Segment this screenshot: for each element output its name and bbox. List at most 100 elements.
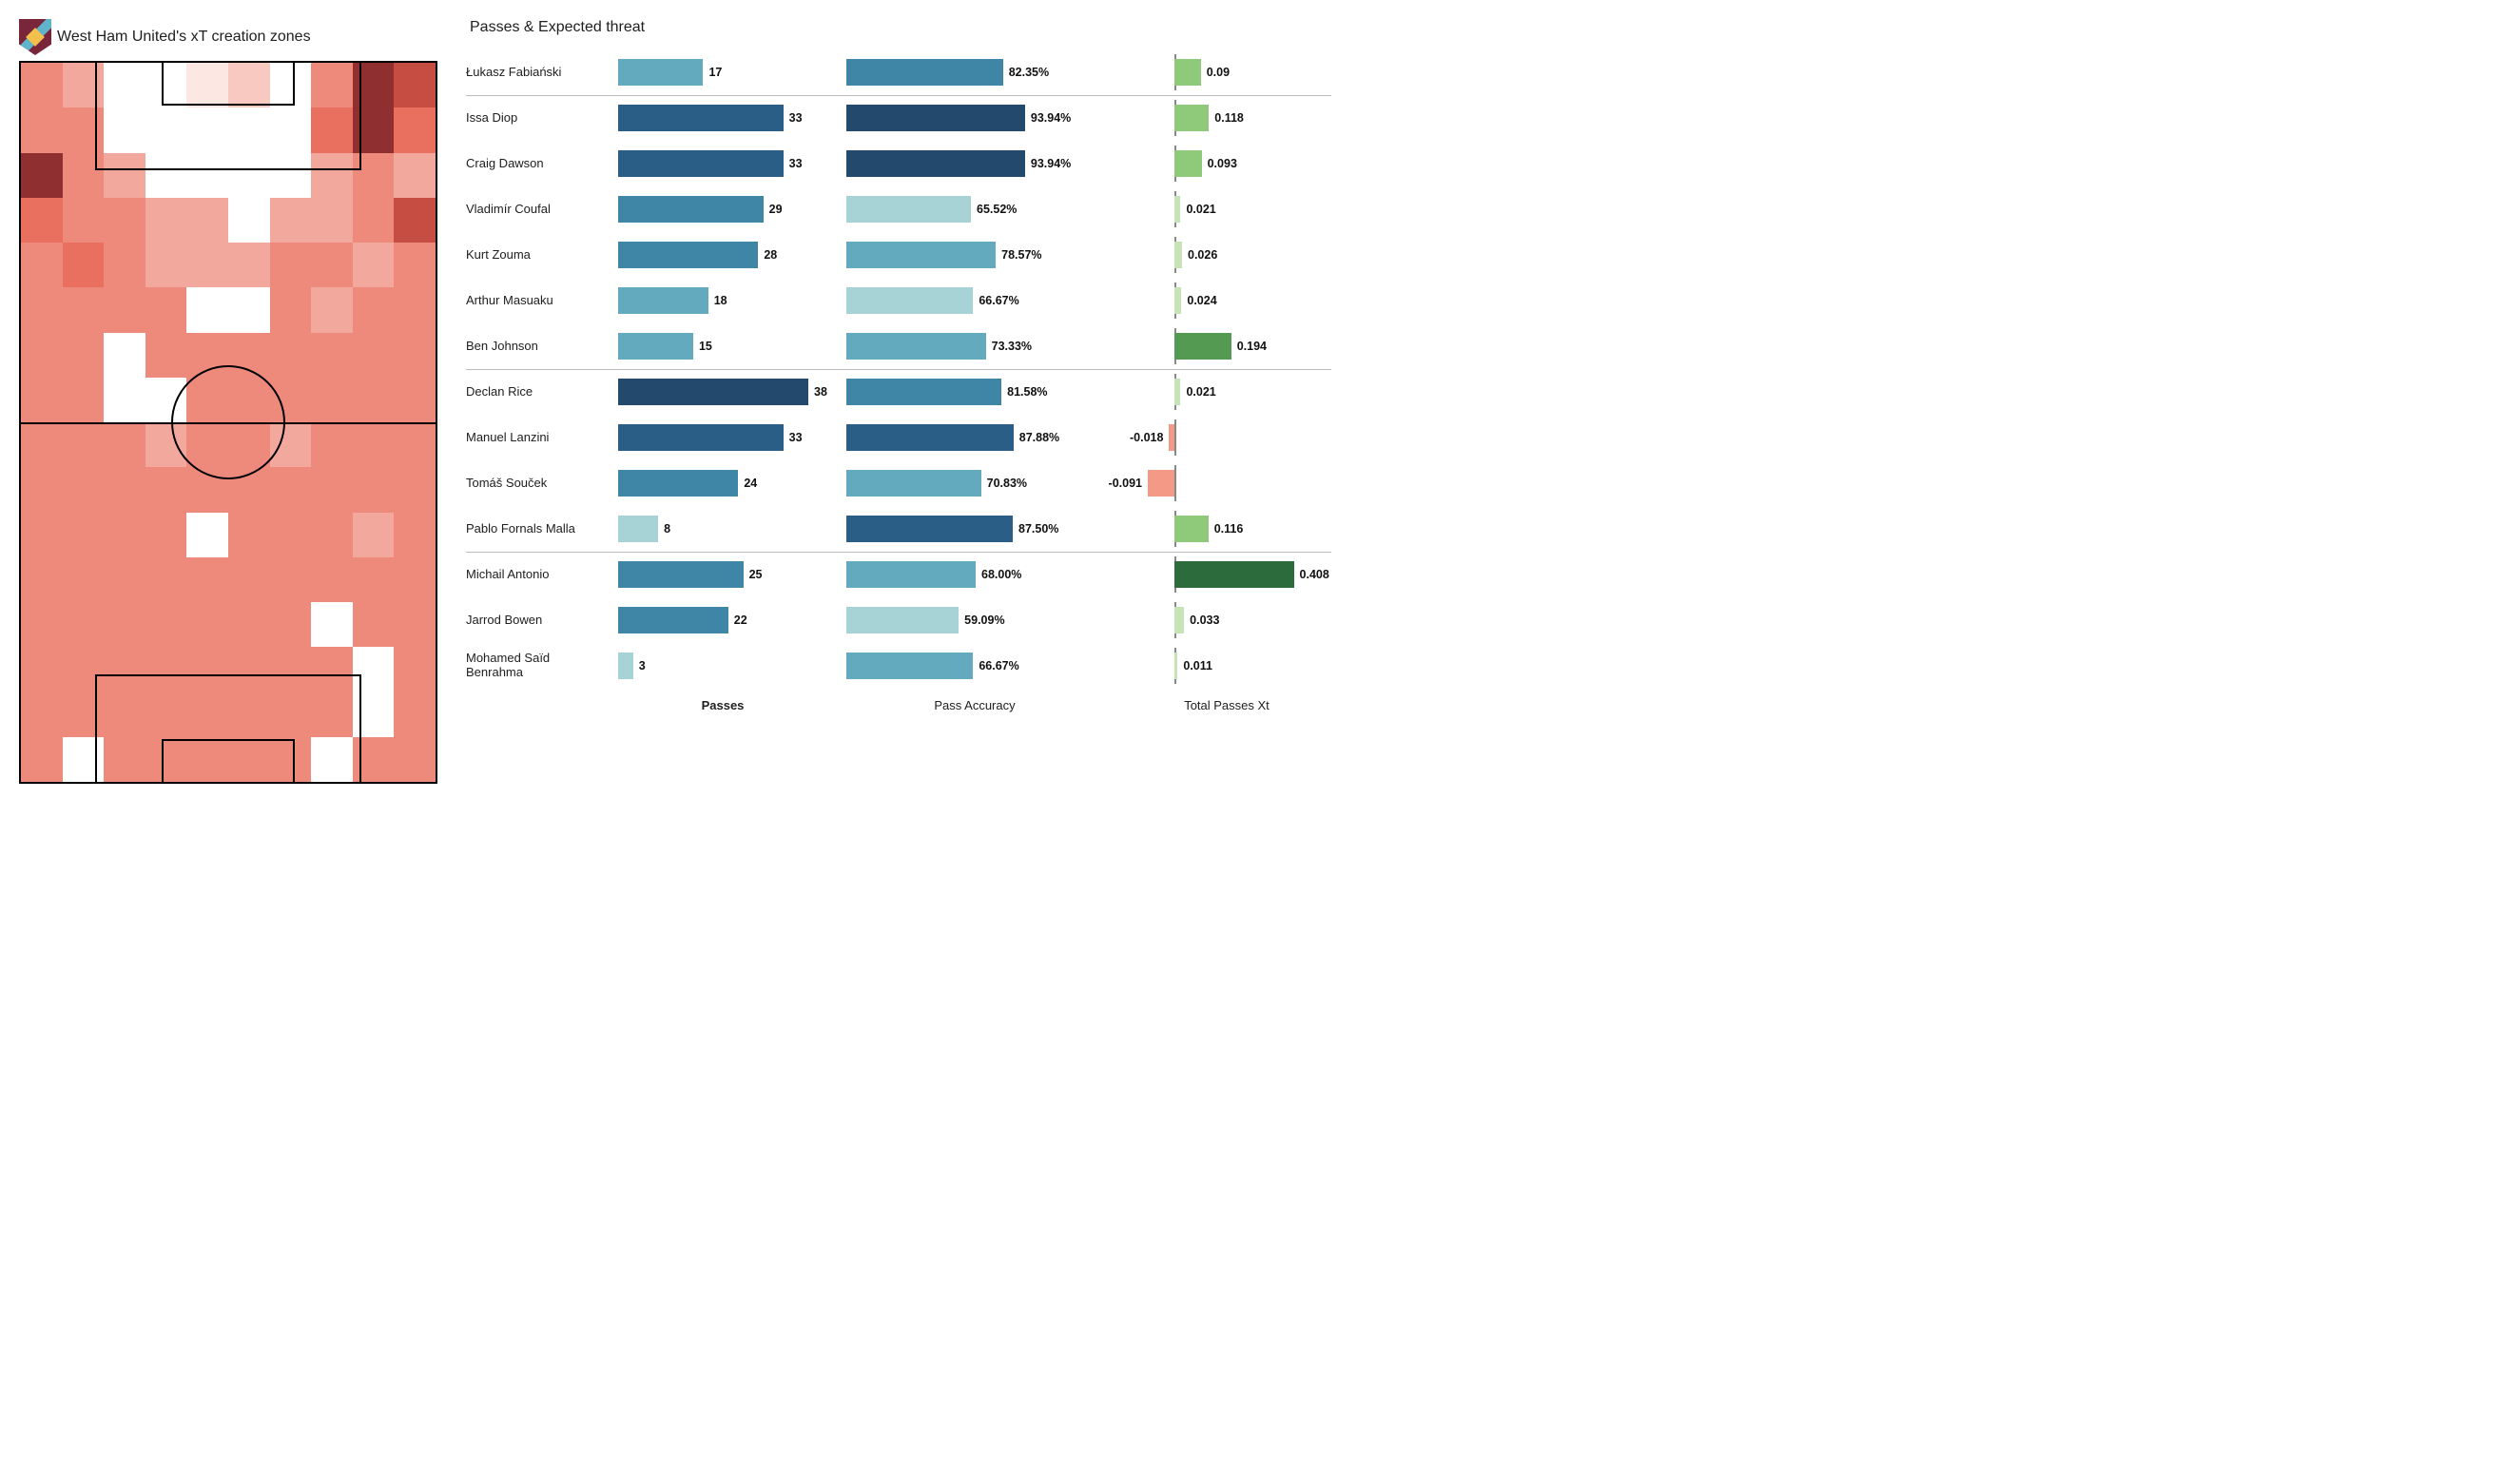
heatmap-cell <box>186 198 228 243</box>
heatmap-cell <box>145 198 187 243</box>
heatmap-cell <box>186 602 228 647</box>
heatmap-cell <box>186 422 228 467</box>
accuracy-bar-cell: 65.52% <box>846 195 1103 224</box>
passes-value: 15 <box>699 340 712 353</box>
player-row: Jarrod Bowen2259.09%0.033 <box>466 597 1360 643</box>
heatmap-cell <box>270 557 312 602</box>
passes-bar <box>618 561 744 588</box>
heatmap-cell <box>228 378 270 422</box>
player-row: Łukasz Fabiański1782.35%0.09 <box>466 49 1360 95</box>
heatmap-cell <box>228 198 270 243</box>
passes-value: 18 <box>714 294 727 307</box>
heatmap-cell <box>311 422 353 467</box>
heatmap-cell <box>145 467 187 512</box>
passes-bar-cell: 29 <box>618 195 827 224</box>
heatmap-cell <box>186 692 228 737</box>
heatmap-cell <box>270 333 312 378</box>
heatmap-cell <box>311 287 353 332</box>
passes-value: 33 <box>789 431 803 444</box>
heatmap-grid <box>21 63 436 782</box>
accuracy-bar-cell: 81.58% <box>846 378 1103 406</box>
heatmap-cell <box>186 63 228 107</box>
heatmap-cell <box>21 737 63 782</box>
xt-bar <box>1174 607 1184 633</box>
passes-value: 33 <box>789 111 803 125</box>
xt-value: 0.024 <box>1187 294 1216 307</box>
heatmap-panel: West Ham United's xT creation zones <box>19 19 437 784</box>
heatmap-cell <box>270 243 312 287</box>
heatmap-cell <box>104 153 145 198</box>
heatmap-cell <box>104 692 145 737</box>
player-name: Jarrod Bowen <box>466 614 599 628</box>
heatmap-cell <box>186 287 228 332</box>
heatmap-cell <box>394 198 436 243</box>
passes-bar <box>618 150 784 177</box>
heatmap-cell <box>353 513 395 557</box>
accuracy-value: 70.83% <box>987 477 1027 490</box>
col-label-accuracy: Pass Accuracy <box>846 698 1103 712</box>
passes-value: 28 <box>764 248 777 262</box>
heatmap-cell <box>311 647 353 692</box>
heatmap-cell <box>21 557 63 602</box>
player-row: Issa Diop3393.94%0.118 <box>466 95 1360 141</box>
xt-bar-cell: 0.033 <box>1122 606 1331 634</box>
heatmap-cell <box>228 153 270 198</box>
heatmap-cell <box>270 513 312 557</box>
heatmap-cell <box>394 513 436 557</box>
heatmap-cell <box>145 647 187 692</box>
bars-panel: Passes & Expected threat Łukasz Fabiańsk… <box>466 19 1360 712</box>
player-row: Ben Johnson1573.33%0.194 <box>466 323 1360 369</box>
heatmap-cell <box>353 287 395 332</box>
player-row: Pablo Fornals Malla887.50%0.116 <box>466 506 1360 552</box>
heatmap-cell <box>145 737 187 782</box>
accuracy-bar <box>846 196 971 223</box>
heatmap-cell <box>353 422 395 467</box>
player-name: Vladimír Coufal <box>466 203 599 217</box>
heatmap-cell <box>228 333 270 378</box>
heatmap-cell <box>145 63 187 107</box>
accuracy-bar-cell: 93.94% <box>846 149 1103 178</box>
heatmap-cell <box>21 422 63 467</box>
heatmap-cell <box>186 513 228 557</box>
heatmap-cell <box>311 198 353 243</box>
passes-bar <box>618 424 784 451</box>
heatmap-cell <box>145 287 187 332</box>
accuracy-bar <box>846 150 1025 177</box>
heatmap-cell <box>394 378 436 422</box>
heatmap-cell <box>311 692 353 737</box>
passes-bar <box>618 470 738 497</box>
heatmap-cell <box>311 602 353 647</box>
heatmap-cell <box>104 198 145 243</box>
xt-bar-cell: 0.09 <box>1122 58 1331 87</box>
heatmap-cell <box>270 737 312 782</box>
passes-bar <box>618 196 764 223</box>
heatmap-cell <box>394 557 436 602</box>
heatmap-cell <box>394 333 436 378</box>
player-row: Vladimír Coufal2965.52%0.021 <box>466 186 1360 232</box>
accuracy-value: 93.94% <box>1031 157 1071 170</box>
player-name: Issa Diop <box>466 111 599 126</box>
xt-value: 0.011 <box>1183 659 1212 672</box>
heatmap-cell <box>311 513 353 557</box>
heatmap-cell <box>63 647 105 692</box>
accuracy-bar <box>846 607 959 633</box>
heatmap-cell <box>21 602 63 647</box>
passes-bar <box>618 287 708 314</box>
heatmap-cell <box>228 243 270 287</box>
heatmap-cell <box>63 378 105 422</box>
xt-bar-cell: 0.021 <box>1122 378 1331 406</box>
dashboard-container: West Ham United's xT creation zones Pass… <box>19 19 1360 784</box>
heatmap-cell <box>63 692 105 737</box>
accuracy-value: 66.67% <box>979 659 1018 672</box>
heatmap-cell <box>228 467 270 512</box>
heatmap-cell <box>353 467 395 512</box>
xt-value: 0.118 <box>1214 111 1244 125</box>
heatmap-cell <box>228 647 270 692</box>
player-row: Mohamed Saïd Benrahma366.67%0.011 <box>466 643 1360 689</box>
heatmap-cell <box>186 153 228 198</box>
xt-bar-cell: 0.118 <box>1122 104 1331 132</box>
heatmap-cell <box>104 287 145 332</box>
passes-bar-cell: 33 <box>618 104 827 132</box>
passes-value: 3 <box>639 659 646 672</box>
heatmap-cell <box>270 647 312 692</box>
